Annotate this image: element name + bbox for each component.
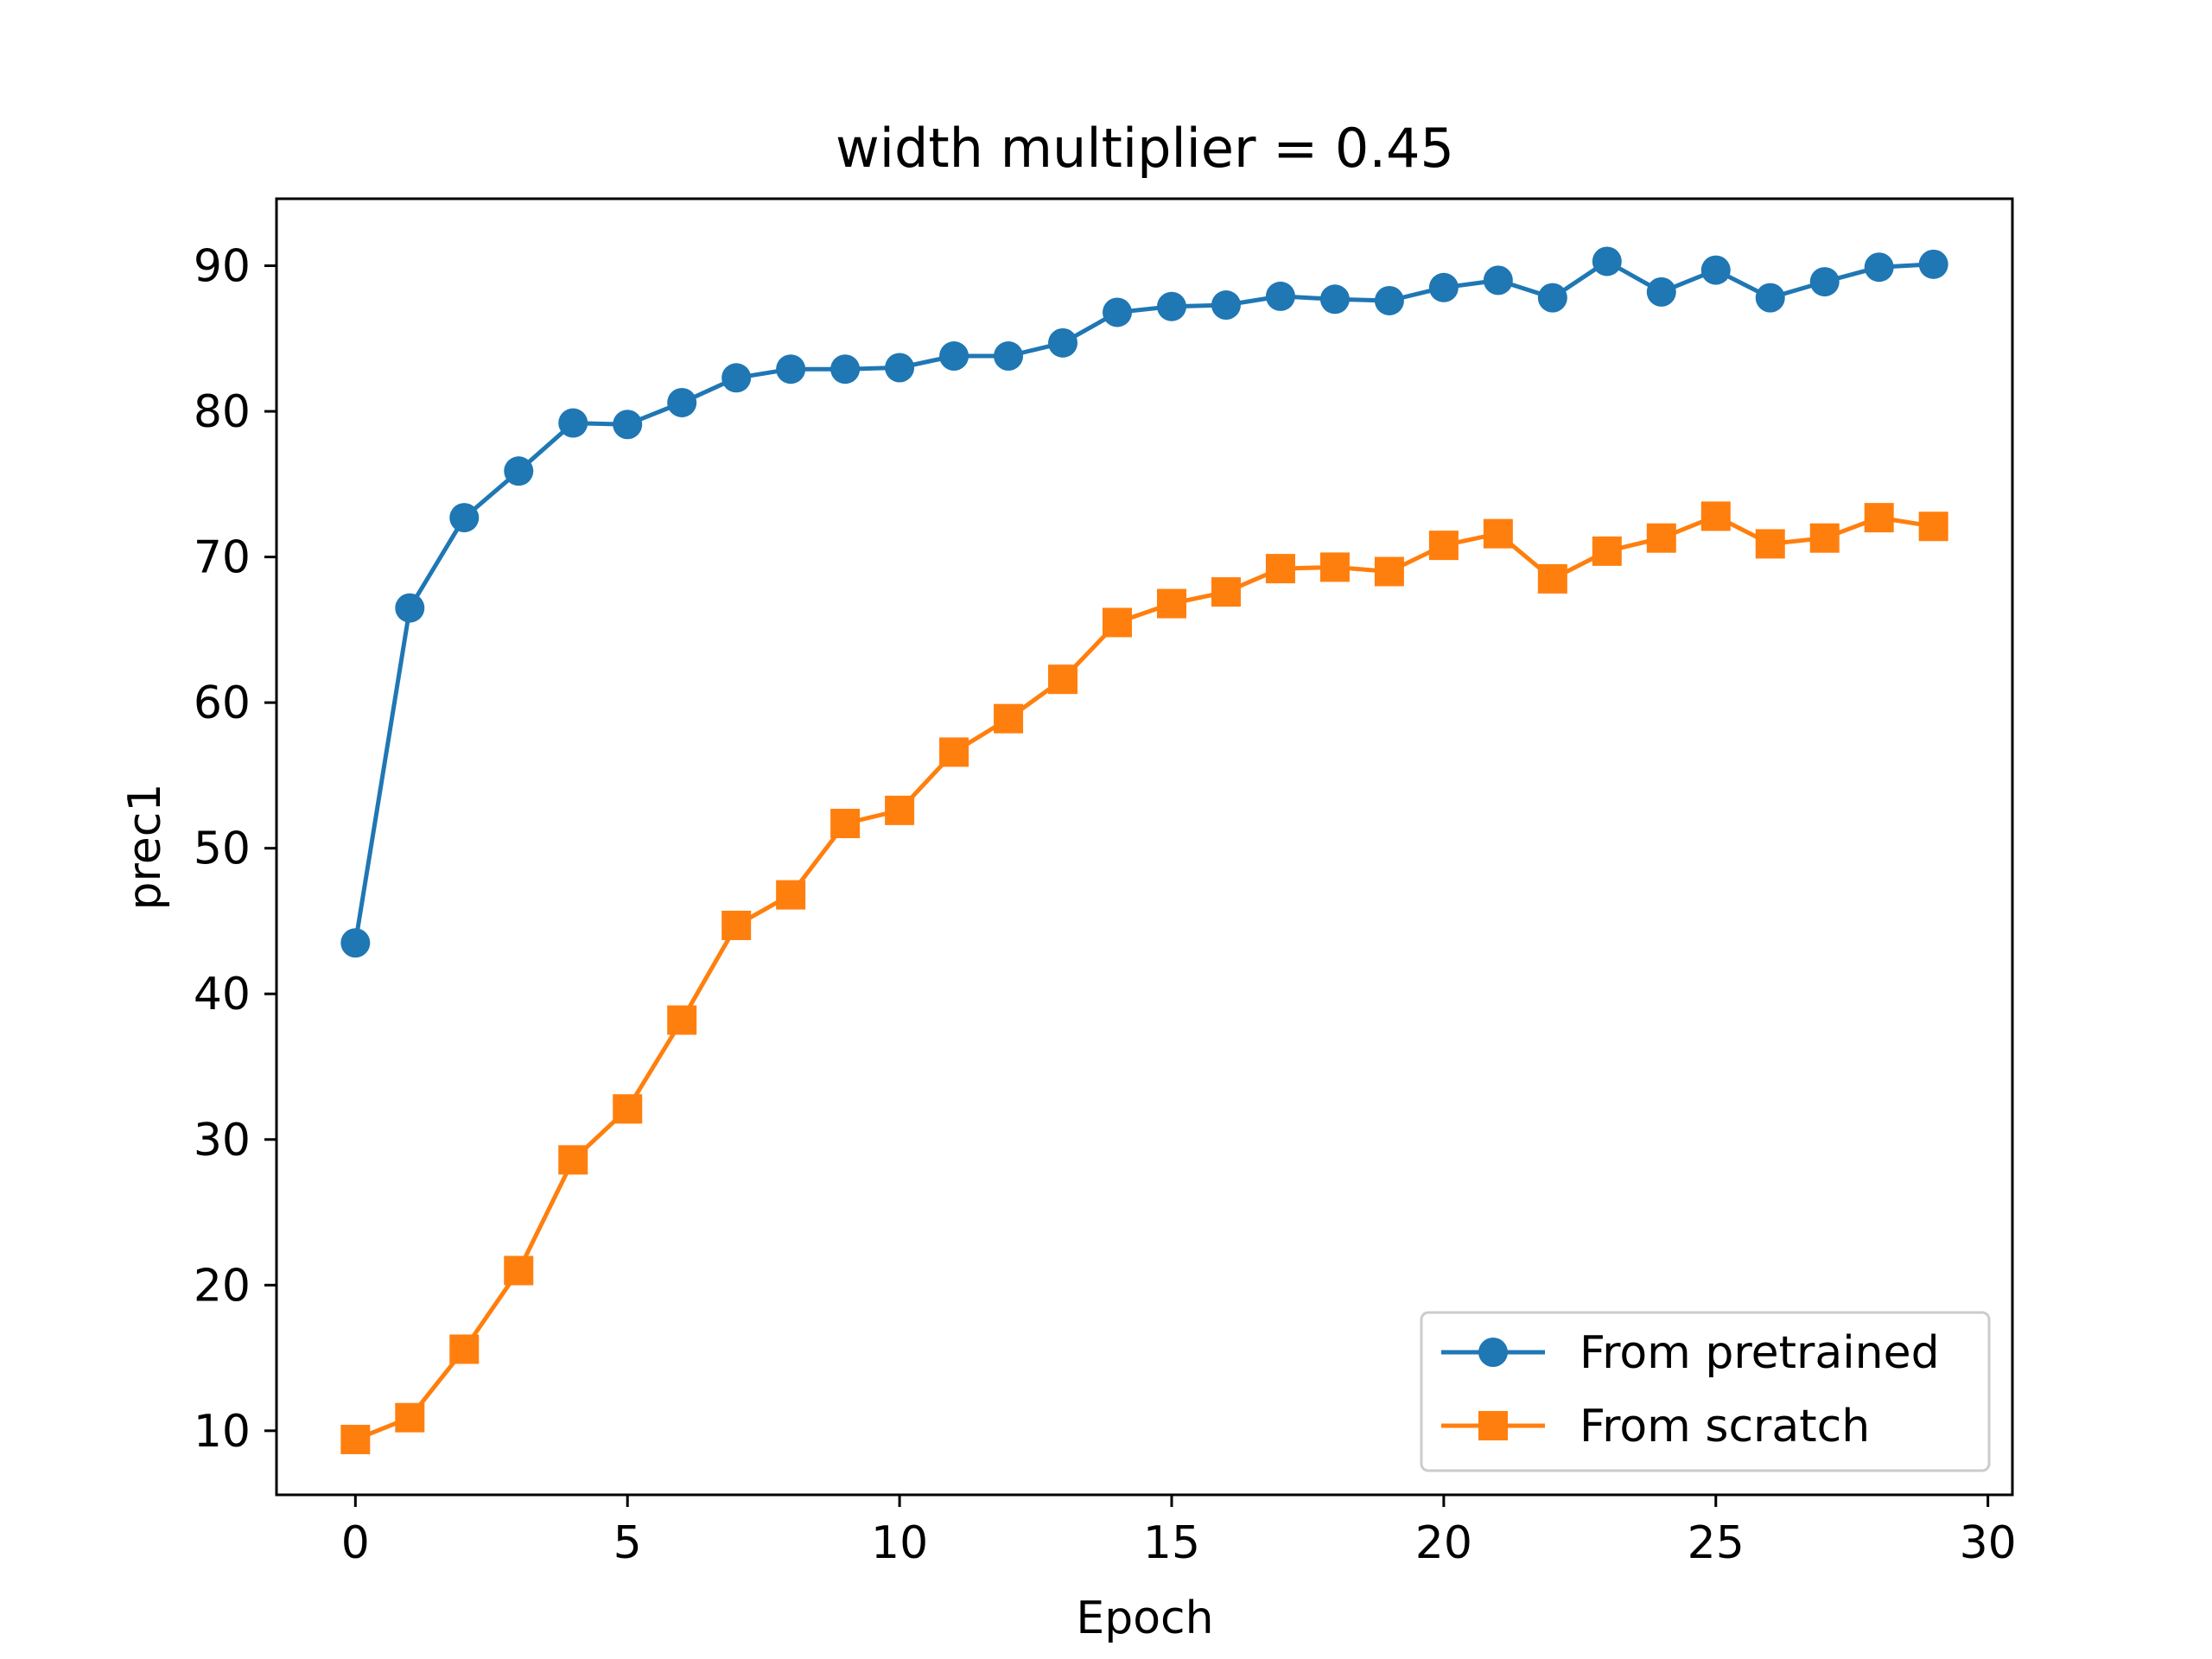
data-point-from-scratch — [1103, 607, 1133, 638]
data-point-from-pretrained — [1048, 327, 1078, 358]
y-tick-label: 30 — [194, 1115, 251, 1166]
data-point-from-scratch — [1374, 556, 1404, 587]
data-point-from-pretrained — [613, 410, 643, 440]
legend-marker-pretrained — [1478, 1338, 1508, 1367]
legend-label-pretrained: From pretrained — [1580, 1327, 1940, 1379]
data-point-from-pretrained — [776, 354, 806, 385]
data-point-from-scratch — [939, 737, 969, 767]
data-point-from-scratch — [1319, 552, 1350, 582]
data-point-from-scratch — [721, 911, 752, 941]
data-point-from-scratch — [1048, 664, 1078, 695]
data-point-from-scratch — [1537, 563, 1567, 594]
data-point-from-pretrained — [1374, 285, 1404, 315]
data-point-from-scratch — [1592, 536, 1622, 566]
data-point-from-scratch — [1646, 523, 1676, 553]
y-tick-label: 10 — [194, 1406, 251, 1458]
legend: From pretrained From scratch — [1420, 1311, 1991, 1472]
x-axis-ticks: 0 5 10 15 20 25 30 — [341, 1495, 2017, 1569]
y-tick-label: 70 — [194, 532, 251, 584]
data-point-from-scratch — [1265, 554, 1295, 584]
y-axis-label: prec1 — [119, 784, 171, 911]
data-point-from-pretrained — [395, 593, 425, 623]
data-point-from-pretrained — [939, 341, 969, 372]
data-point-from-pretrained — [667, 387, 697, 417]
legend-label-scratch: From scratch — [1580, 1401, 1870, 1452]
data-point-from-scratch — [994, 703, 1024, 734]
x-tick-label: 20 — [1415, 1517, 1472, 1569]
data-point-from-pretrained — [1700, 255, 1731, 285]
x-tick-label: 25 — [1688, 1517, 1745, 1569]
data-point-from-scratch — [340, 1424, 371, 1454]
x-tick-label: 5 — [613, 1517, 642, 1569]
data-point-from-pretrained — [1592, 246, 1622, 276]
x-tick-label: 10 — [871, 1517, 928, 1569]
y-tick-label: 50 — [194, 823, 251, 875]
data-point-from-scratch — [830, 809, 861, 839]
data-point-from-scratch — [395, 1402, 425, 1433]
data-point-from-scratch — [1211, 577, 1241, 607]
data-point-from-pretrained — [1809, 267, 1840, 297]
data-point-from-scratch — [613, 1094, 643, 1124]
data-point-from-pretrained — [1319, 284, 1350, 315]
legend-marker-scratch — [1478, 1411, 1508, 1440]
data-point-from-pretrained — [1428, 272, 1459, 302]
data-point-from-pretrained — [1646, 276, 1676, 307]
y-tick-label: 40 — [194, 969, 251, 1020]
data-point-from-scratch — [1755, 529, 1785, 559]
data-point-from-pretrained — [558, 408, 588, 438]
y-axis-ticks: 10 20 30 40 50 60 70 80 90 — [194, 241, 276, 1458]
chart-title: width multiplier = 0.45 — [836, 117, 1454, 180]
data-point-from-scratch — [1700, 501, 1731, 531]
y-tick-label: 80 — [194, 386, 251, 438]
data-point-from-pretrained — [1864, 252, 1894, 283]
data-point-from-pretrained — [830, 354, 861, 385]
data-point-from-pretrained — [994, 341, 1024, 372]
data-point-from-pretrained — [1483, 265, 1513, 296]
data-point-from-pretrained — [1918, 249, 1948, 279]
data-point-from-scratch — [1918, 512, 1948, 542]
series-layer — [340, 246, 1948, 1454]
x-tick-label: 15 — [1143, 1517, 1200, 1569]
plot-frame — [275, 197, 2014, 1497]
data-point-from-pretrained — [721, 363, 752, 393]
data-point-from-scratch — [776, 880, 806, 910]
data-point-from-scratch — [885, 795, 915, 825]
data-point-from-scratch — [667, 1005, 697, 1035]
data-point-from-pretrained — [885, 353, 915, 383]
data-point-from-pretrained — [1755, 283, 1785, 313]
x-axis-label: Epoch — [1076, 1592, 1213, 1644]
data-point-from-scratch — [558, 1145, 588, 1175]
data-point-from-pretrained — [1537, 283, 1567, 313]
data-point-from-pretrained — [340, 928, 371, 958]
data-point-from-scratch — [504, 1255, 534, 1286]
data-point-from-scratch — [449, 1334, 480, 1364]
data-point-from-scratch — [1864, 503, 1894, 533]
y-tick-label: 60 — [194, 677, 251, 729]
data-point-from-pretrained — [504, 456, 534, 486]
data-point-from-pretrained — [1156, 291, 1186, 321]
y-tick-label: 20 — [194, 1260, 251, 1312]
data-point-from-pretrained — [1265, 281, 1295, 311]
data-point-from-scratch — [1156, 588, 1186, 619]
x-tick-label: 30 — [1960, 1517, 2017, 1569]
data-point-from-pretrained — [449, 503, 480, 533]
data-point-from-pretrained — [1211, 290, 1241, 321]
y-tick-label: 90 — [194, 241, 251, 293]
legend-box — [1420, 1311, 1991, 1472]
data-point-from-scratch — [1483, 518, 1513, 549]
data-point-from-pretrained — [1103, 297, 1133, 327]
data-point-from-scratch — [1809, 523, 1840, 553]
x-tick-label: 0 — [341, 1517, 370, 1569]
data-point-from-scratch — [1428, 531, 1459, 561]
